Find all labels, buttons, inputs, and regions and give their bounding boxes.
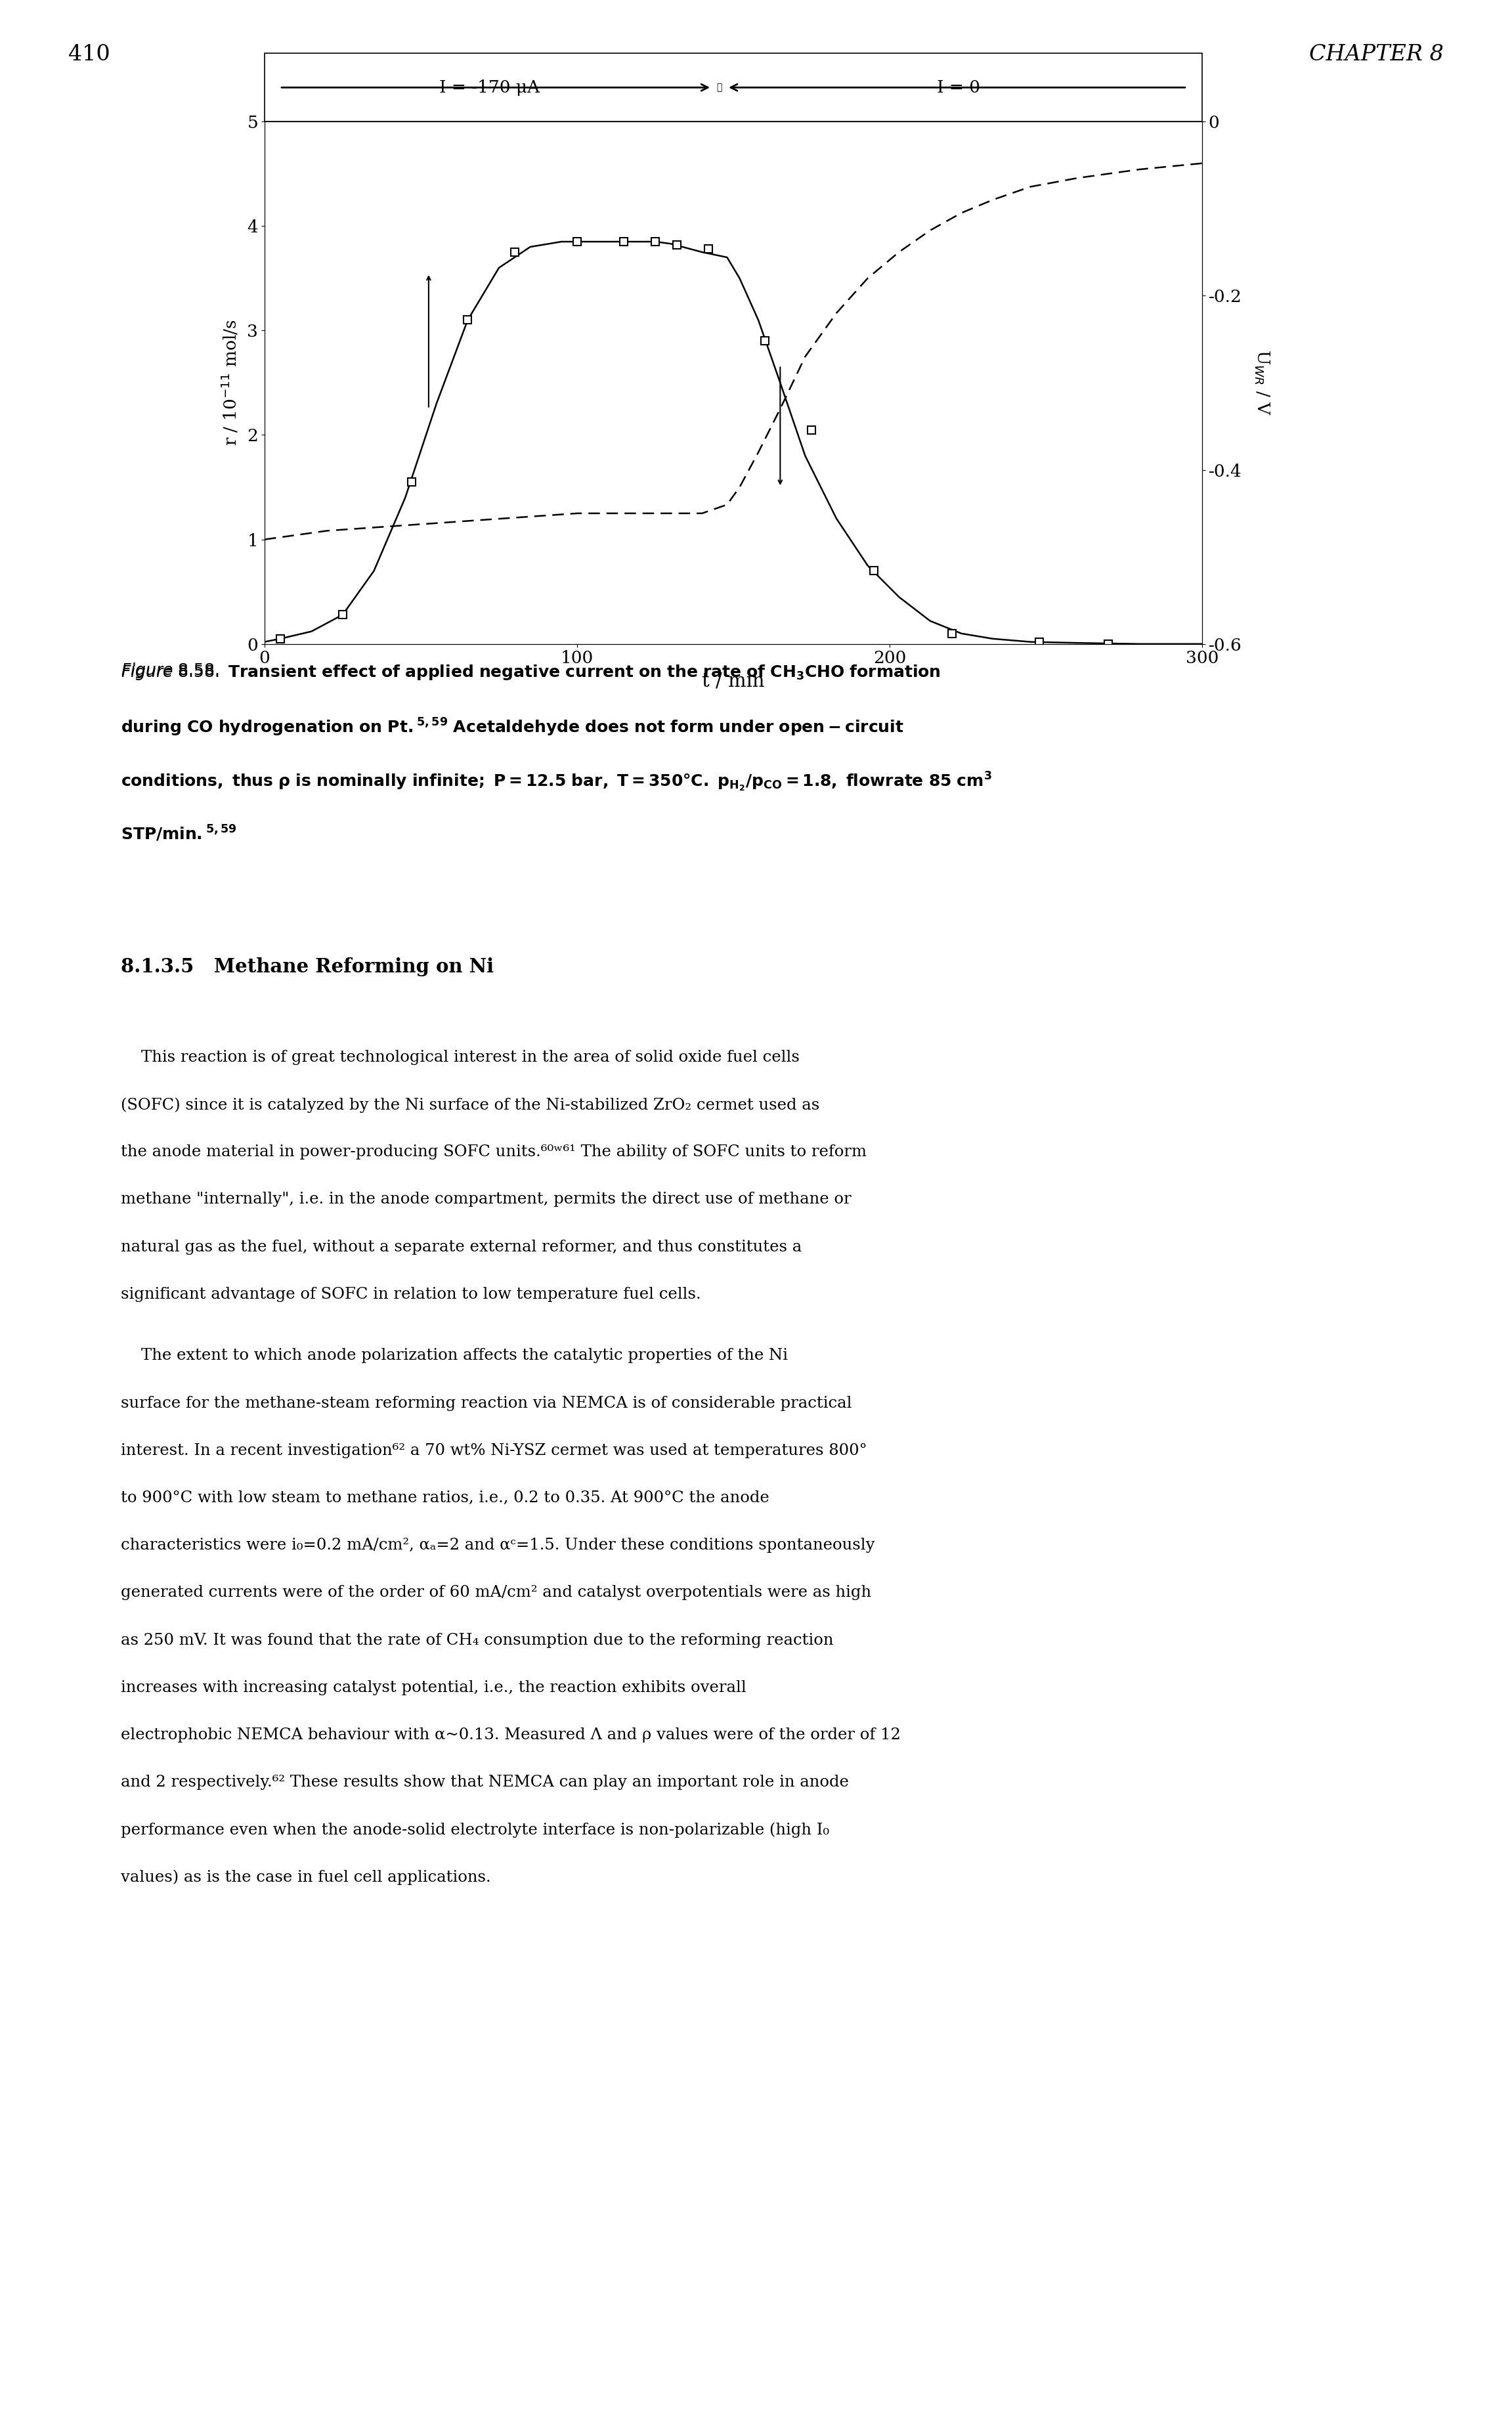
Text: (SOFC) since it is catalyzed by the Ni surface of the Ni-stabilized ZrO₂ cermet : (SOFC) since it is catalyzed by the Ni s…: [121, 1098, 820, 1113]
Text: the anode material in power-producing SOFC units.⁶⁰ʷ⁶¹ The ability of SOFC units: the anode material in power-producing SO…: [121, 1145, 866, 1159]
Text: and 2 respectively.⁶² These results show that NEMCA can play an important role i: and 2 respectively.⁶² These results show…: [121, 1774, 848, 1791]
Text: natural gas as the fuel, without a separate external reformer, and thus constitu: natural gas as the fuel, without a separ…: [121, 1239, 801, 1254]
Text: values) as is the case in fuel cell applications.: values) as is the case in fuel cell appl…: [121, 1869, 491, 1886]
Text: $\bf{during\ CO\ hydrogenation\ on\ Pt.}^{5,59}$ $\bf{Acetaldehyde\ does\ not\ f: $\bf{during\ CO\ hydrogenation\ on\ Pt.}…: [121, 717, 904, 739]
Text: significant advantage of SOFC in relation to low temperature fuel cells.: significant advantage of SOFC in relatio…: [121, 1288, 702, 1302]
Text: $\bf{STP/min.}^{5,59}$: $\bf{STP/min.}^{5,59}$: [121, 824, 237, 843]
Text: as 250 mV. It was found that the rate of CH₄ consumption due to the reforming re: as 250 mV. It was found that the rate of…: [121, 1633, 833, 1648]
Text: performance even when the anode-solid electrolyte interface is non-polarizable (: performance even when the anode-solid el…: [121, 1822, 830, 1837]
Text: This reaction is of great technological interest in the area of solid oxide fuel: This reaction is of great technological …: [121, 1050, 800, 1064]
Text: CHAPTER 8: CHAPTER 8: [1309, 44, 1444, 66]
X-axis label: t / min: t / min: [702, 673, 765, 690]
Text: methane "internally", i.e. in the anode compartment, permits the direct use of m: methane "internally", i.e. in the anode …: [121, 1191, 851, 1208]
Y-axis label: U$_{WR}$ / V: U$_{WR}$ / V: [1253, 350, 1270, 416]
Text: increases with increasing catalyst potential, i.e., the reaction exhibits overal: increases with increasing catalyst poten…: [121, 1679, 747, 1696]
Text: characteristics were i₀=0.2 mA/cm², αₐ=2 and αᶜ=1.5. Under these conditions spon: characteristics were i₀=0.2 mA/cm², αₐ=2…: [121, 1538, 875, 1553]
Text: 8.1.3.5   Methane Reforming on Ni: 8.1.3.5 Methane Reforming on Ni: [121, 957, 494, 977]
Y-axis label: r / 10$^{-11}$ mol/s: r / 10$^{-11}$ mol/s: [219, 318, 240, 447]
Text: I = 0: I = 0: [936, 80, 980, 95]
Text: generated currents were of the order of 60 mA/cm² and catalyst overpotentials we: generated currents were of the order of …: [121, 1584, 871, 1601]
Text: ★: ★: [717, 83, 723, 92]
Text: 410: 410: [68, 44, 110, 66]
Text: $\bf{conditions,\ thus\ \rho\ is\ nominally\ infinite;\ P=12.5\ bar,\ T=350°C.\ : $\bf{conditions,\ thus\ \rho\ is\ nomina…: [121, 770, 992, 792]
Text: $\it{Figure\ 8.58.}$ $\bf{Transient\ effect\ of\ applied\ negative\ current\ on\: $\it{Figure\ 8.58.}$ $\bf{Transient\ eff…: [121, 663, 940, 683]
Text: I = -170 μA: I = -170 μA: [440, 80, 540, 95]
Text: electrophobic NEMCA behaviour with α~0.13. Measured Λ and ρ values were of the o: electrophobic NEMCA behaviour with α~0.1…: [121, 1728, 901, 1742]
Text: interest. In a recent investigation⁶² a 70 wt% Ni-YSZ cermet was used at tempera: interest. In a recent investigation⁶² a …: [121, 1443, 868, 1458]
Text: surface for the methane-steam reforming reaction via NEMCA is of considerable pr: surface for the methane-steam reforming …: [121, 1395, 851, 1412]
Text: The extent to which anode polarization affects the catalytic properties of the N: The extent to which anode polarization a…: [121, 1349, 788, 1363]
Text: $\it{Figure\ 8.58.}$: $\it{Figure\ 8.58.}$: [121, 661, 219, 680]
Text: to 900°C with low steam to methane ratios, i.e., 0.2 to 0.35. At 900°C the anode: to 900°C with low steam to methane ratio…: [121, 1490, 770, 1507]
